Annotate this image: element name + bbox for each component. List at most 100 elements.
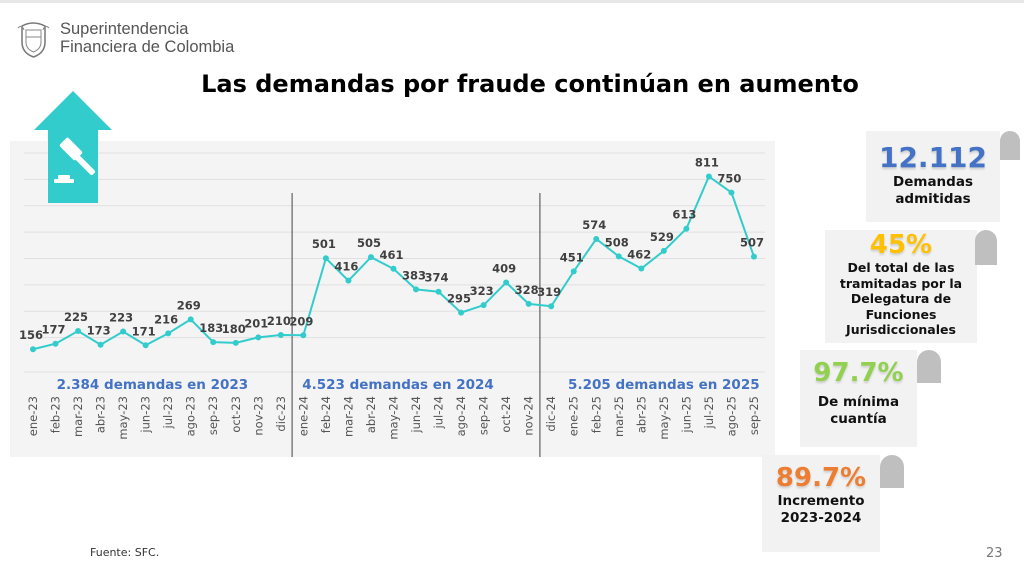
data-point <box>683 225 690 232</box>
data-label: 409 <box>492 262 516 276</box>
x-tick-label: mar-25 <box>612 396 626 437</box>
data-label: 171 <box>132 324 156 338</box>
data-label: 225 <box>64 310 88 324</box>
data-label: 383 <box>402 268 426 282</box>
top-border <box>0 0 1024 3</box>
page-title: Las demandas por fraude continúan en aum… <box>201 70 859 98</box>
data-point <box>345 277 352 284</box>
data-label: 209 <box>289 314 313 328</box>
stat-desc: Demandas admitidas <box>893 174 973 207</box>
data-label: 210 <box>267 314 291 328</box>
data-point <box>705 173 712 180</box>
x-tick-label: sep-23 <box>206 396 220 435</box>
x-tick-label: abr-24 <box>364 396 378 433</box>
chart-area <box>10 141 775 457</box>
period-total-label: 5.205 demandas en 2025 <box>568 377 760 393</box>
data-label: 508 <box>605 235 629 249</box>
x-tick-label: feb-24 <box>319 396 333 433</box>
data-point <box>593 235 600 242</box>
data-point <box>52 340 59 347</box>
stat-card-minimum: 97.7% De mínima cuantía <box>800 350 941 447</box>
data-label: 180 <box>222 322 246 336</box>
x-tick-label: jul-24 <box>432 396 446 429</box>
data-label: 574 <box>582 218 606 232</box>
period-total-label: 4.523 demandas en 2024 <box>302 377 494 393</box>
data-point <box>435 288 442 295</box>
x-tick-label: feb-25 <box>589 396 603 433</box>
org-line-1: Superintendencia <box>60 20 189 38</box>
data-point <box>30 346 36 353</box>
data-point <box>367 254 374 261</box>
data-point <box>728 189 735 196</box>
card-tab <box>917 350 941 383</box>
data-label: 461 <box>379 248 403 262</box>
data-label: 319 <box>537 285 561 299</box>
data-label: 328 <box>515 283 539 297</box>
x-tick-label: ago-24 <box>454 396 468 436</box>
stat-value: 45% <box>869 230 933 260</box>
data-point <box>232 339 239 346</box>
data-label: 177 <box>42 323 66 337</box>
x-tick-label: sep-24 <box>477 396 491 435</box>
stat-card-increase: 89.7% Incremento 2023-2024 <box>762 455 904 552</box>
data-point <box>165 330 172 337</box>
x-tick-label: mar-24 <box>341 396 355 437</box>
data-point <box>142 342 149 349</box>
x-tick-label: ago-23 <box>184 396 198 436</box>
x-tick-label: jul-23 <box>161 396 175 429</box>
x-tick-label: jun-23 <box>139 396 153 434</box>
data-label: 416 <box>334 260 358 274</box>
x-tick-label: ene-23 <box>26 396 40 436</box>
data-label: 201 <box>244 316 268 330</box>
stat-desc: Incremento 2023-2024 <box>777 493 865 526</box>
org-line-2: Financiera de Colombia <box>60 38 235 56</box>
x-tick-label: ago-25 <box>724 396 738 436</box>
x-tick-label: may-23 <box>116 396 130 440</box>
data-point <box>300 332 307 339</box>
data-point <box>525 300 532 307</box>
data-label: 462 <box>627 248 651 262</box>
data-label: 216 <box>154 312 178 326</box>
data-label: 269 <box>177 298 201 312</box>
stat-card-admitted: 12.112 Demandas admitidas <box>866 131 1020 222</box>
data-label: 156 <box>19 328 43 342</box>
data-point <box>750 253 757 260</box>
data-label: 451 <box>560 250 584 264</box>
data-label: 505 <box>357 236 381 250</box>
data-point <box>458 309 465 316</box>
card-tab <box>880 455 904 488</box>
x-tick-label: may-25 <box>657 396 671 440</box>
data-point <box>503 279 510 286</box>
x-tick-label: ene-25 <box>567 396 581 436</box>
organization-name: Superintendencia Financiera de Colombia <box>60 20 234 56</box>
x-tick-label: jun-25 <box>679 396 693 434</box>
gavel-up-arrow-icon <box>34 91 112 203</box>
source-note: Fuente: SFC. <box>90 546 160 559</box>
data-point <box>548 303 555 310</box>
data-point <box>615 253 622 260</box>
data-point <box>210 339 217 346</box>
x-tick-label: sep-25 <box>747 396 761 435</box>
x-tick-label: dic-23 <box>274 396 288 432</box>
data-point <box>638 265 645 272</box>
coat-of-arms-logo <box>17 22 50 58</box>
data-label: 750 <box>717 172 741 186</box>
data-point <box>570 268 577 275</box>
data-label: 374 <box>425 271 449 285</box>
data-point <box>277 331 284 338</box>
x-tick-label: oct-23 <box>229 396 243 433</box>
x-tick-label: mar-23 <box>71 396 85 437</box>
x-tick-label: jun-24 <box>409 396 423 434</box>
data-label: 529 <box>650 230 674 244</box>
data-point <box>660 247 667 254</box>
card-tab <box>1000 131 1020 160</box>
data-label: 507 <box>740 236 764 250</box>
data-label: 613 <box>672 208 696 222</box>
stat-value: 97.7% <box>813 358 904 388</box>
data-point <box>413 286 420 293</box>
x-tick-label: nov-23 <box>251 396 265 436</box>
data-point <box>255 334 262 341</box>
data-label: 811 <box>695 155 719 169</box>
stat-desc: Del total de las tramitadas por la Deleg… <box>839 260 963 337</box>
